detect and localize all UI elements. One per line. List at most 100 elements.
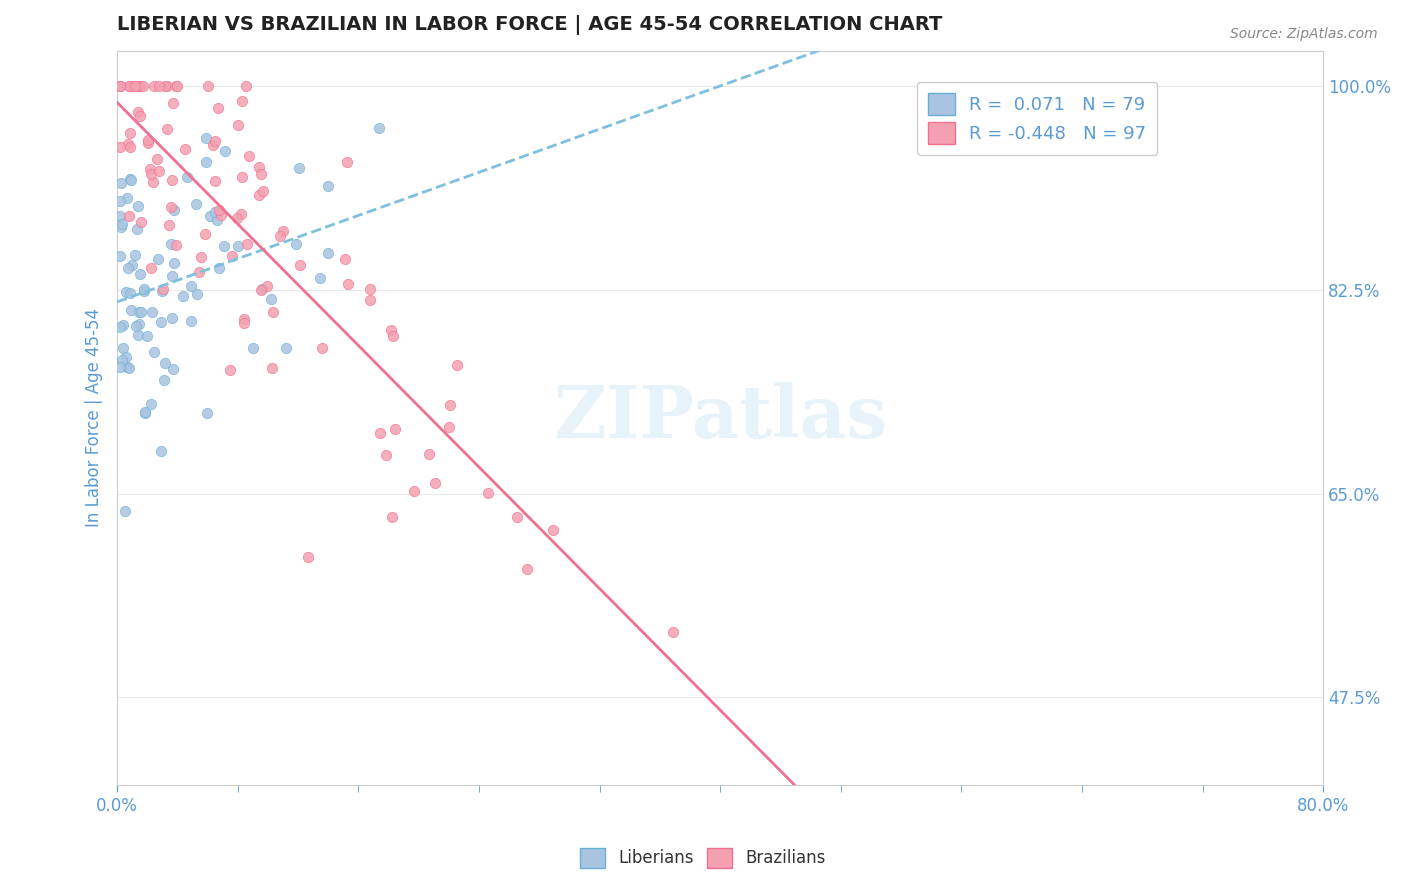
Point (134, 405, 156, 419)
Point (160, 200, 183, 214)
Point (231, 94, 253, 108)
Point (160, 236, 183, 251)
Point (124, 248, 146, 262)
Point (132, 284, 155, 298)
Point (423, 476, 446, 491)
Point (108, 78, 131, 93)
Point (160, 268, 183, 283)
Point (156, 78, 179, 93)
Point (108, 194, 131, 208)
Point (176, 170, 198, 185)
Point (152, 282, 174, 296)
Point (136, 136, 159, 151)
Point (111, 217, 134, 231)
Point (477, 486, 499, 500)
Point (269, 228, 291, 243)
Point (150, 285, 173, 299)
Point (404, 484, 426, 499)
Point (226, 211, 249, 226)
Point (236, 236, 259, 251)
Point (128, 109, 150, 123)
Point (195, 155, 218, 169)
Point (276, 341, 298, 355)
Point (232, 316, 254, 330)
Point (446, 358, 468, 372)
Text: LIBERIAN VS BRAZILIAN IN LABOR FORCE | AGE 45-54 CORRELATION CHART: LIBERIAN VS BRAZILIAN IN LABOR FORCE | A… (117, 15, 942, 35)
Point (229, 207, 252, 221)
Point (207, 101, 229, 115)
Point (157, 218, 180, 232)
Point (118, 78, 141, 93)
Point (172, 288, 194, 302)
Point (380, 510, 402, 524)
Point (250, 282, 273, 296)
Point (228, 239, 250, 253)
Point (374, 448, 396, 462)
Point (202, 138, 225, 153)
Point (135, 329, 157, 343)
Point (128, 317, 150, 331)
Point (190, 250, 212, 264)
Point (165, 238, 187, 252)
Point (142, 175, 165, 189)
Point (367, 120, 389, 135)
Point (139, 261, 162, 276)
Point (117, 260, 139, 275)
Point (380, 323, 402, 337)
Point (120, 172, 142, 186)
Point (127, 328, 149, 343)
Point (439, 398, 461, 412)
Point (108, 78, 131, 93)
Point (260, 361, 283, 376)
Point (247, 160, 270, 174)
Point (108, 209, 131, 223)
Point (204, 205, 226, 219)
Point (129, 215, 152, 229)
Point (132, 283, 155, 297)
Point (214, 145, 236, 159)
Point (541, 523, 564, 537)
Point (368, 425, 391, 440)
Point (149, 314, 172, 328)
Point (316, 246, 339, 260)
Point (127, 199, 149, 213)
Point (208, 202, 231, 217)
Y-axis label: In Labor Force | Age 45-54: In Labor Force | Age 45-54 (86, 309, 103, 527)
Point (231, 169, 253, 184)
Point (153, 356, 176, 370)
Point (173, 142, 195, 156)
Point (148, 164, 170, 178)
Point (337, 277, 360, 291)
Point (108, 140, 131, 154)
Point (117, 136, 139, 151)
Point (148, 78, 170, 93)
Point (162, 310, 184, 325)
Point (150, 444, 173, 458)
Point (162, 96, 184, 111)
Point (204, 134, 226, 148)
Point (156, 122, 179, 136)
Point (195, 131, 218, 145)
Point (114, 504, 136, 518)
Point (120, 285, 142, 300)
Point (139, 161, 162, 176)
Point (108, 359, 131, 374)
Point (249, 283, 271, 297)
Point (195, 406, 218, 420)
Point (285, 236, 308, 251)
Point (124, 78, 146, 93)
Text: Source: ZipAtlas.com: Source: ZipAtlas.com (1230, 27, 1378, 41)
Point (180, 279, 202, 293)
Point (198, 209, 221, 223)
Point (382, 329, 405, 343)
Point (128, 267, 150, 281)
Point (118, 78, 141, 93)
Point (209, 209, 232, 223)
Point (247, 188, 270, 202)
Point (418, 446, 440, 460)
Point (125, 319, 148, 334)
Point (311, 341, 333, 355)
Point (108, 320, 131, 334)
Point (128, 305, 150, 319)
Point (309, 271, 332, 285)
